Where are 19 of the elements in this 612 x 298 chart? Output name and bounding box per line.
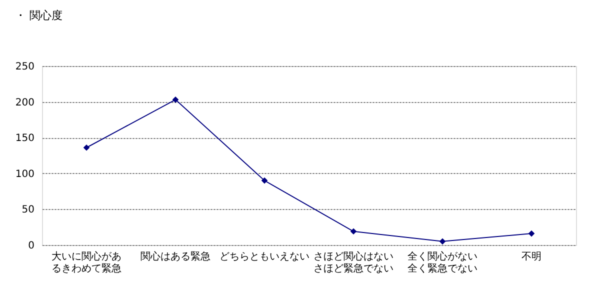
point [350, 228, 357, 235]
point [439, 238, 446, 245]
x-tick-label: どちらともいえない [220, 252, 310, 262]
x-tick-label: 全く関心がない全く緊急でない [408, 250, 478, 274]
y-tick-label: 50 [22, 204, 34, 216]
point [83, 144, 90, 151]
x-tick-label: 関心はある緊急 [140, 250, 210, 262]
x-tick-label: 不明 [522, 252, 542, 262]
y-tick-label: 100 [15, 168, 34, 180]
point [528, 230, 535, 237]
point [261, 177, 268, 184]
y-tick-label: 0 [28, 240, 34, 252]
x-tick-label: 大いに関心があるきわめて緊急 [52, 250, 122, 274]
x-tick-label: さほど関心はないさほど緊急でない [314, 250, 394, 274]
y-tick-label: 150 [15, 133, 34, 144]
point [172, 96, 179, 103]
chart-title: ・ 関心度 [14, 9, 62, 22]
y-tick-label: 250 [15, 62, 34, 72]
y-tick-label: 200 [15, 97, 34, 108]
